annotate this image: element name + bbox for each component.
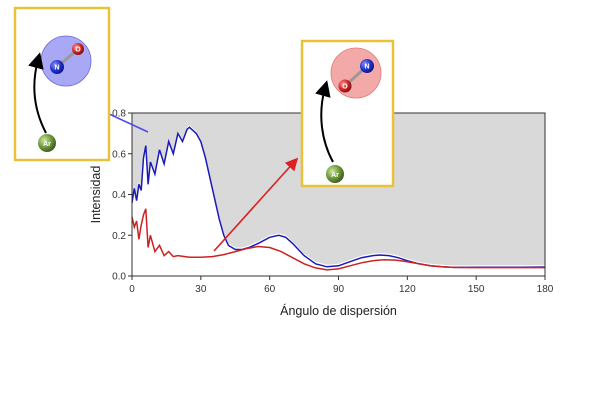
y-tick-label: 0.0 [112, 272, 126, 283]
argon-atom [38, 134, 56, 152]
atom-label-o: O [342, 84, 348, 91]
x-tick-label: 90 [333, 284, 345, 295]
blue-inset: N O Ar [13, 6, 111, 162]
y-tick-label: 0.8 [112, 109, 126, 120]
trajectory-arrow [28, 52, 47, 134]
y-tick-label: 0.6 [112, 149, 126, 160]
y-tick-label: 0.4 [112, 190, 126, 201]
trajectory-arrow [315, 80, 334, 163]
red-inset: O N Ar [300, 39, 395, 188]
red-electron-cloud [330, 47, 382, 99]
red-pointer-arrow [213, 157, 299, 252]
x-tick-label: 120 [399, 284, 416, 295]
x-tick-label: 0 [129, 284, 135, 295]
atom-label-n: N [364, 64, 369, 71]
y-axis-label: Intensidad [89, 166, 103, 224]
argon-atom [326, 165, 344, 183]
y-tick-label: 0.2 [112, 231, 126, 242]
atom-label-ar: Ar [43, 141, 51, 148]
x-axis-ticks: 0 30 60 90 120 150 180 [129, 276, 554, 295]
series-line-blue [131, 126, 546, 269]
x-tick-label: 60 [264, 284, 276, 295]
y-axis-ticks: 0.0 0.2 0.4 0.6 0.8 [112, 109, 132, 283]
atom-label-ar: Ar [331, 172, 339, 179]
x-tick-label: 30 [195, 284, 207, 295]
series-line-red [131, 208, 545, 271]
x-tick-label: 180 [537, 284, 554, 295]
series-layer [131, 126, 546, 271]
atom-label-o: O [75, 47, 81, 54]
nitrogen-atom [50, 60, 64, 74]
atom-label-n: N [54, 65, 59, 72]
oxygen-atom [338, 79, 352, 93]
oxygen-atom [72, 43, 84, 55]
x-axis-label: Ángulo de dispersión [280, 303, 397, 318]
nitrogen-atom [360, 59, 374, 73]
x-tick-label: 150 [468, 284, 485, 295]
